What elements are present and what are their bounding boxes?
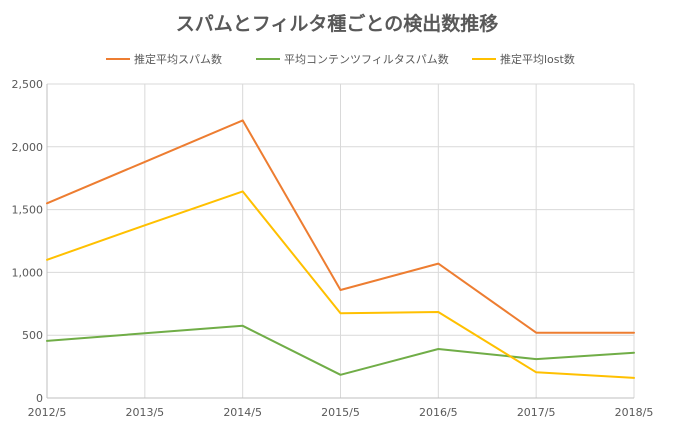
x-tick-label: 2017/5 bbox=[517, 406, 556, 419]
y-tick-label: 1,000 bbox=[12, 266, 44, 279]
series-line-estimated-spam bbox=[46, 119, 635, 334]
y-tick-label: 2,500 bbox=[12, 78, 44, 91]
legend-label-estimated-spam: 推定平均スパム数 bbox=[134, 52, 222, 66]
series-line-content-filter-spam bbox=[46, 324, 635, 376]
x-tick-label: 2012/5 bbox=[28, 406, 67, 419]
y-tick-label: 500 bbox=[22, 329, 43, 342]
series-line-estimated-lost bbox=[46, 190, 635, 379]
x-tick-label: 2014/5 bbox=[223, 406, 262, 419]
y-tick-label: 2,000 bbox=[12, 141, 44, 154]
legend-label-content-filter-spam: 平均コンテンツフィルタスパム数 bbox=[284, 53, 449, 66]
plot-area: 0 500 1,000 1,500 2,000 2,500 2012/5 2013/5 2014… bbox=[12, 78, 654, 419]
legend-label-estimated-lost: 推定平均lost数 bbox=[500, 52, 575, 66]
legend-item-content-filter-spam: 平均コンテンツフィルタスパム数 bbox=[256, 53, 449, 66]
x-tick-label: 2013/5 bbox=[125, 406, 164, 419]
legend: 推定平均スパム数 平均コンテンツフィルタスパム数 推定平均lost数 bbox=[106, 52, 575, 66]
chart-title: スパムとフィルタ種ごとの検出数推移 bbox=[176, 12, 498, 35]
x-tick-label: 2018/5 bbox=[615, 406, 654, 419]
x-tick-label: 2015/5 bbox=[321, 406, 360, 419]
x-tick-label: 2016/5 bbox=[419, 406, 458, 419]
y-tick-label: 0 bbox=[36, 392, 43, 405]
legend-item-estimated-lost: 推定平均lost数 bbox=[472, 52, 575, 66]
y-tick-label: 1,500 bbox=[12, 204, 44, 217]
legend-item-estimated-spam: 推定平均スパム数 bbox=[106, 52, 222, 66]
